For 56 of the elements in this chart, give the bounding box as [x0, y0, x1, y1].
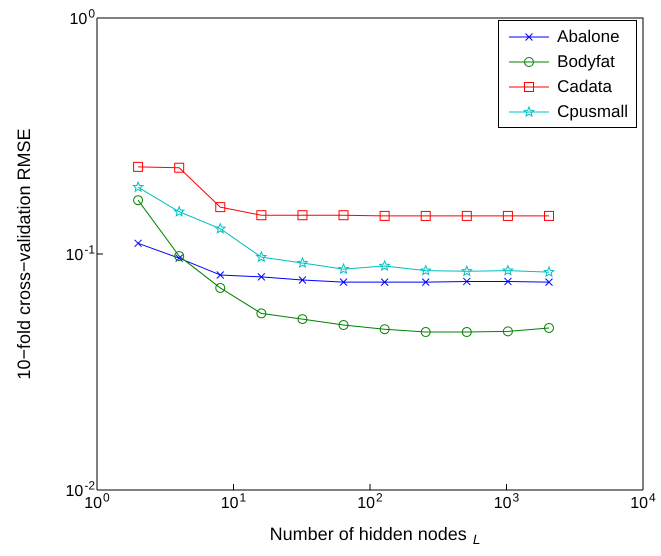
x-tick-label: 10$^{4}$ [630, 490, 656, 512]
point [215, 202, 226, 212]
point [422, 278, 430, 286]
point [502, 326, 513, 336]
point [338, 210, 349, 220]
point [174, 251, 184, 262]
legend-label: Abalone [557, 26, 620, 46]
point [215, 282, 226, 293]
x-tick-label: 10$^{3}$ [494, 490, 520, 512]
point [134, 239, 142, 248]
point [256, 308, 266, 318]
point [462, 277, 471, 286]
point [174, 162, 184, 173]
x-tick-label: 10$^{1}$ [220, 490, 247, 512]
x-tick-label: 10$^{2}$ [357, 490, 384, 512]
point [502, 265, 514, 276]
point [216, 270, 224, 279]
point [462, 210, 472, 221]
point [420, 210, 431, 221]
y-tick-label: 10$^{0}$ [70, 6, 96, 28]
y-axis-title: 10−fold cross−validation RMSE [14, 128, 34, 380]
point [544, 278, 553, 286]
point [380, 278, 389, 286]
x-axis-title: Number of hidden nodes $_{L}$ [270, 524, 480, 548]
point [298, 276, 306, 284]
point [297, 257, 308, 268]
point [379, 260, 390, 270]
point [504, 277, 512, 286]
point [420, 327, 431, 338]
point [256, 252, 267, 262]
point [132, 182, 144, 192]
point [133, 162, 144, 172]
point [297, 210, 308, 220]
point [340, 278, 348, 286]
point [338, 264, 349, 274]
legend-label: Cpusmall [557, 102, 628, 122]
point [297, 314, 308, 324]
point [462, 266, 472, 276]
point [174, 206, 184, 216]
point [380, 324, 390, 334]
point [257, 272, 266, 281]
y-tick-label: 10$^{-1}$ [66, 242, 96, 264]
point [462, 327, 472, 338]
point [380, 210, 390, 221]
legend-label: Cadata [557, 76, 612, 96]
point [338, 320, 349, 330]
point [175, 254, 184, 262]
point [256, 210, 266, 220]
point [544, 210, 554, 221]
point [544, 266, 554, 277]
legend-label: Bodyfat [557, 52, 615, 72]
point [502, 210, 513, 221]
point [544, 322, 554, 333]
point [420, 265, 431, 276]
point [133, 195, 144, 206]
point [215, 223, 226, 234]
